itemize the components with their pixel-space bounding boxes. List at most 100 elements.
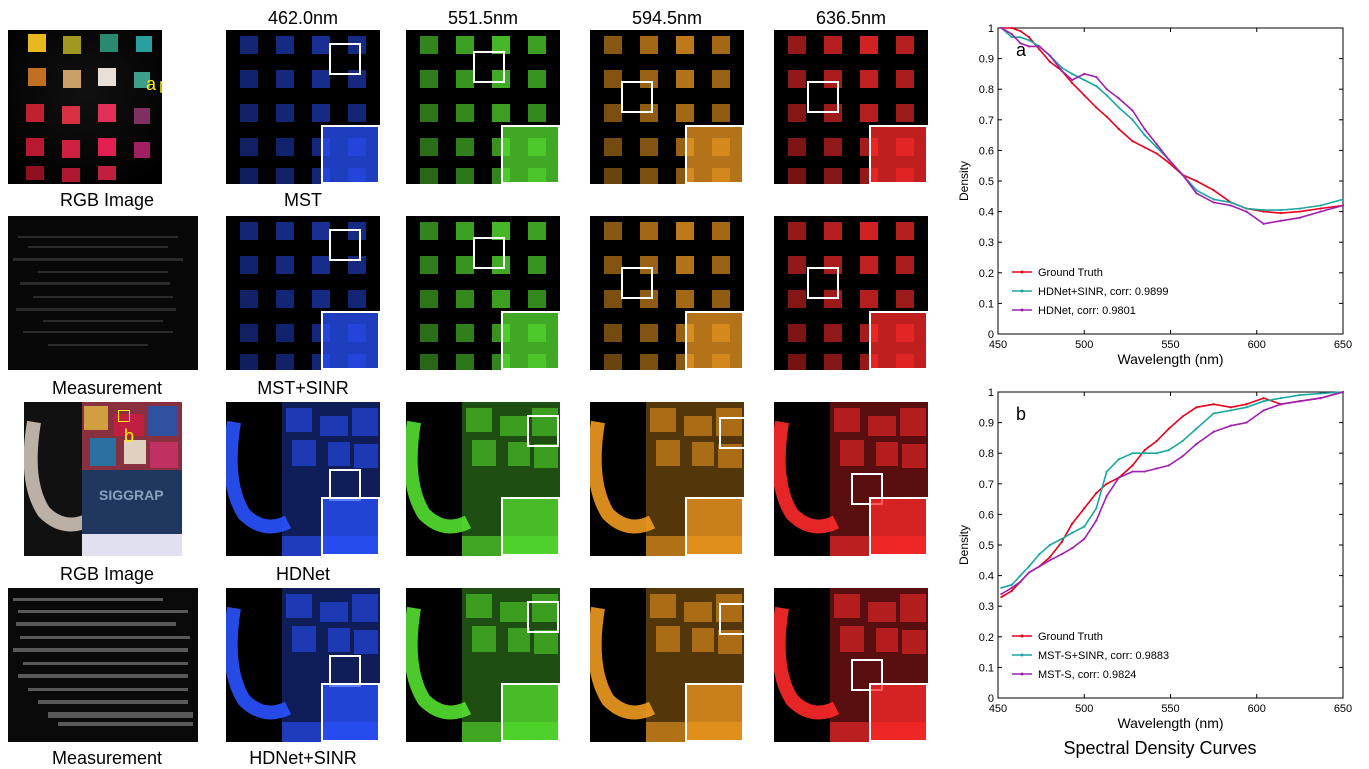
series-point-0 — [1117, 127, 1120, 131]
series-point-1 — [1181, 439, 1184, 443]
series-point-2 — [1038, 565, 1041, 568]
series-point-2 — [1027, 571, 1031, 574]
hdnet-blue-band-tile — [226, 402, 380, 556]
y-tick-label: 0.5 — [979, 176, 994, 188]
series-point-1 — [1095, 507, 1098, 510]
series-point-2 — [1262, 222, 1265, 225]
legend-marker-1 — [1020, 653, 1024, 657]
spectral-plot-a-svg: 450 500 550 600 650 0 0.1 0.2 0.3 0.4 0.5 0.6 0.7 0.8… — [957, 23, 1352, 367]
series-point-0 — [1010, 589, 1013, 592]
x-tick-label: 450 — [989, 339, 1007, 351]
plot-frame — [997, 27, 1344, 335]
series-line-2 — [1001, 391, 1344, 595]
x-tick-label: 600 — [1248, 339, 1266, 351]
series-point-2 — [1229, 204, 1232, 207]
series-point-0 — [1167, 161, 1170, 164]
series-point-2 — [1105, 88, 1108, 91]
series-point-1 — [1019, 36, 1022, 39]
series-point-0 — [1048, 60, 1051, 63]
measurement-1 — [8, 216, 198, 370]
hdnet-red-band-tile — [774, 402, 928, 556]
series-point-1 — [1212, 412, 1215, 415]
y-tick-label: 0.5 — [979, 540, 994, 552]
y-tick-label: 0.8 — [979, 84, 994, 96]
marker-a: a — [146, 74, 157, 94]
panel-label: b — [1016, 404, 1026, 424]
series-point-1 — [1212, 198, 1215, 201]
series-point-1 — [1131, 452, 1134, 455]
x-tick-label: 650 — [1334, 703, 1352, 715]
rgb-image-mug: SIGGRAP b — [24, 402, 182, 556]
hdnet-sinr-red-band-tile — [774, 588, 928, 742]
label-rgb-image-2: RGB Image — [59, 564, 155, 584]
series-point-0 — [1038, 48, 1041, 51]
x-tick-label: 500 — [1075, 703, 1093, 715]
series-point-0 — [1245, 403, 1248, 406]
series-point-1 — [1245, 207, 1248, 210]
series-point-0 — [1095, 106, 1098, 109]
series-point-2 — [1262, 409, 1265, 412]
series-point-0 — [1155, 152, 1158, 155]
series-point-1 — [1010, 583, 1013, 586]
mst-sinr-red-band-tile — [774, 216, 928, 370]
y-tick-label: 0.6 — [979, 145, 994, 157]
series-point-2 — [1279, 219, 1282, 222]
series-point-2 — [1117, 97, 1120, 100]
series-point-1 — [1155, 146, 1158, 149]
series-point-2 — [1298, 216, 1301, 219]
series-point-0 — [1071, 522, 1074, 525]
series-point-2 — [1071, 78, 1074, 82]
series-point-0 — [1027, 36, 1031, 39]
series-point-2 — [1010, 586, 1013, 589]
wavelength-header-551: 551.5nm — [447, 8, 519, 28]
series-point-1 — [1083, 525, 1086, 528]
mst-sinr-green-band-tile — [406, 216, 560, 370]
series-point-1 — [1279, 208, 1282, 212]
series-point-2 — [1083, 537, 1086, 540]
y-tick-label: 0.8 — [979, 448, 994, 460]
series-point-1 — [1245, 406, 1248, 409]
series-point-2 — [1048, 559, 1051, 562]
series-point-0 — [1155, 439, 1158, 443]
series-point-2 — [1048, 54, 1051, 57]
series-point-1 — [1027, 565, 1031, 568]
series-line-2 — [1001, 27, 1344, 225]
series-point-2 — [1071, 546, 1074, 550]
series-point-1 — [1262, 208, 1265, 212]
series-point-1 — [1298, 207, 1301, 210]
wavelength-header-462: 462.0nm — [267, 8, 339, 28]
y-tick-label: 0.7 — [979, 115, 994, 127]
wavelength-header-636: 636.5nm — [815, 8, 887, 28]
series-point-1 — [1341, 198, 1345, 201]
series-point-0 — [1095, 491, 1098, 495]
y-tick-label: 0 — [988, 693, 994, 705]
series-point-0 — [1060, 540, 1063, 544]
series-point-2 — [1195, 192, 1198, 195]
x-tick-label: 550 — [1161, 703, 1179, 715]
series-point-2 — [1105, 494, 1108, 498]
legend-marker-2 — [1020, 672, 1024, 676]
series-point-2 — [1181, 455, 1184, 458]
x-tick-label: 500 — [1075, 339, 1093, 351]
y-tick-label: 0.1 — [979, 662, 994, 674]
series-point-0 — [1262, 397, 1265, 400]
series-point-0 — [1000, 595, 1003, 599]
svg-text:SIGGRAP: SIGGRAP — [99, 487, 164, 503]
label-mst: MST — [284, 190, 322, 210]
y-tick-label: 0.1 — [979, 298, 994, 310]
series-point-2 — [1010, 33, 1013, 36]
y-tick-label: 0.9 — [979, 418, 994, 430]
hdnet-green-band-tile — [406, 402, 560, 556]
series-point-0 — [1181, 415, 1184, 418]
spectral-plot-b-svg: 450 500 550 600 650 0 0.1 0.2 0.3 0.4 0.5 0.6 0.7 0.8… — [957, 387, 1352, 731]
series-point-2 — [1143, 470, 1146, 473]
mst-sinr-blue-band-tile — [226, 216, 380, 370]
series-point-2 — [1155, 143, 1158, 146]
series-point-1 — [1195, 189, 1198, 192]
series-point-1 — [1027, 39, 1031, 42]
hdnet-sinr-blue-band-tile — [226, 588, 380, 742]
series-point-1 — [1105, 470, 1108, 473]
series-point-0 — [1048, 556, 1051, 559]
series-point-2 — [1083, 72, 1086, 75]
series-point-0 — [1131, 464, 1134, 467]
